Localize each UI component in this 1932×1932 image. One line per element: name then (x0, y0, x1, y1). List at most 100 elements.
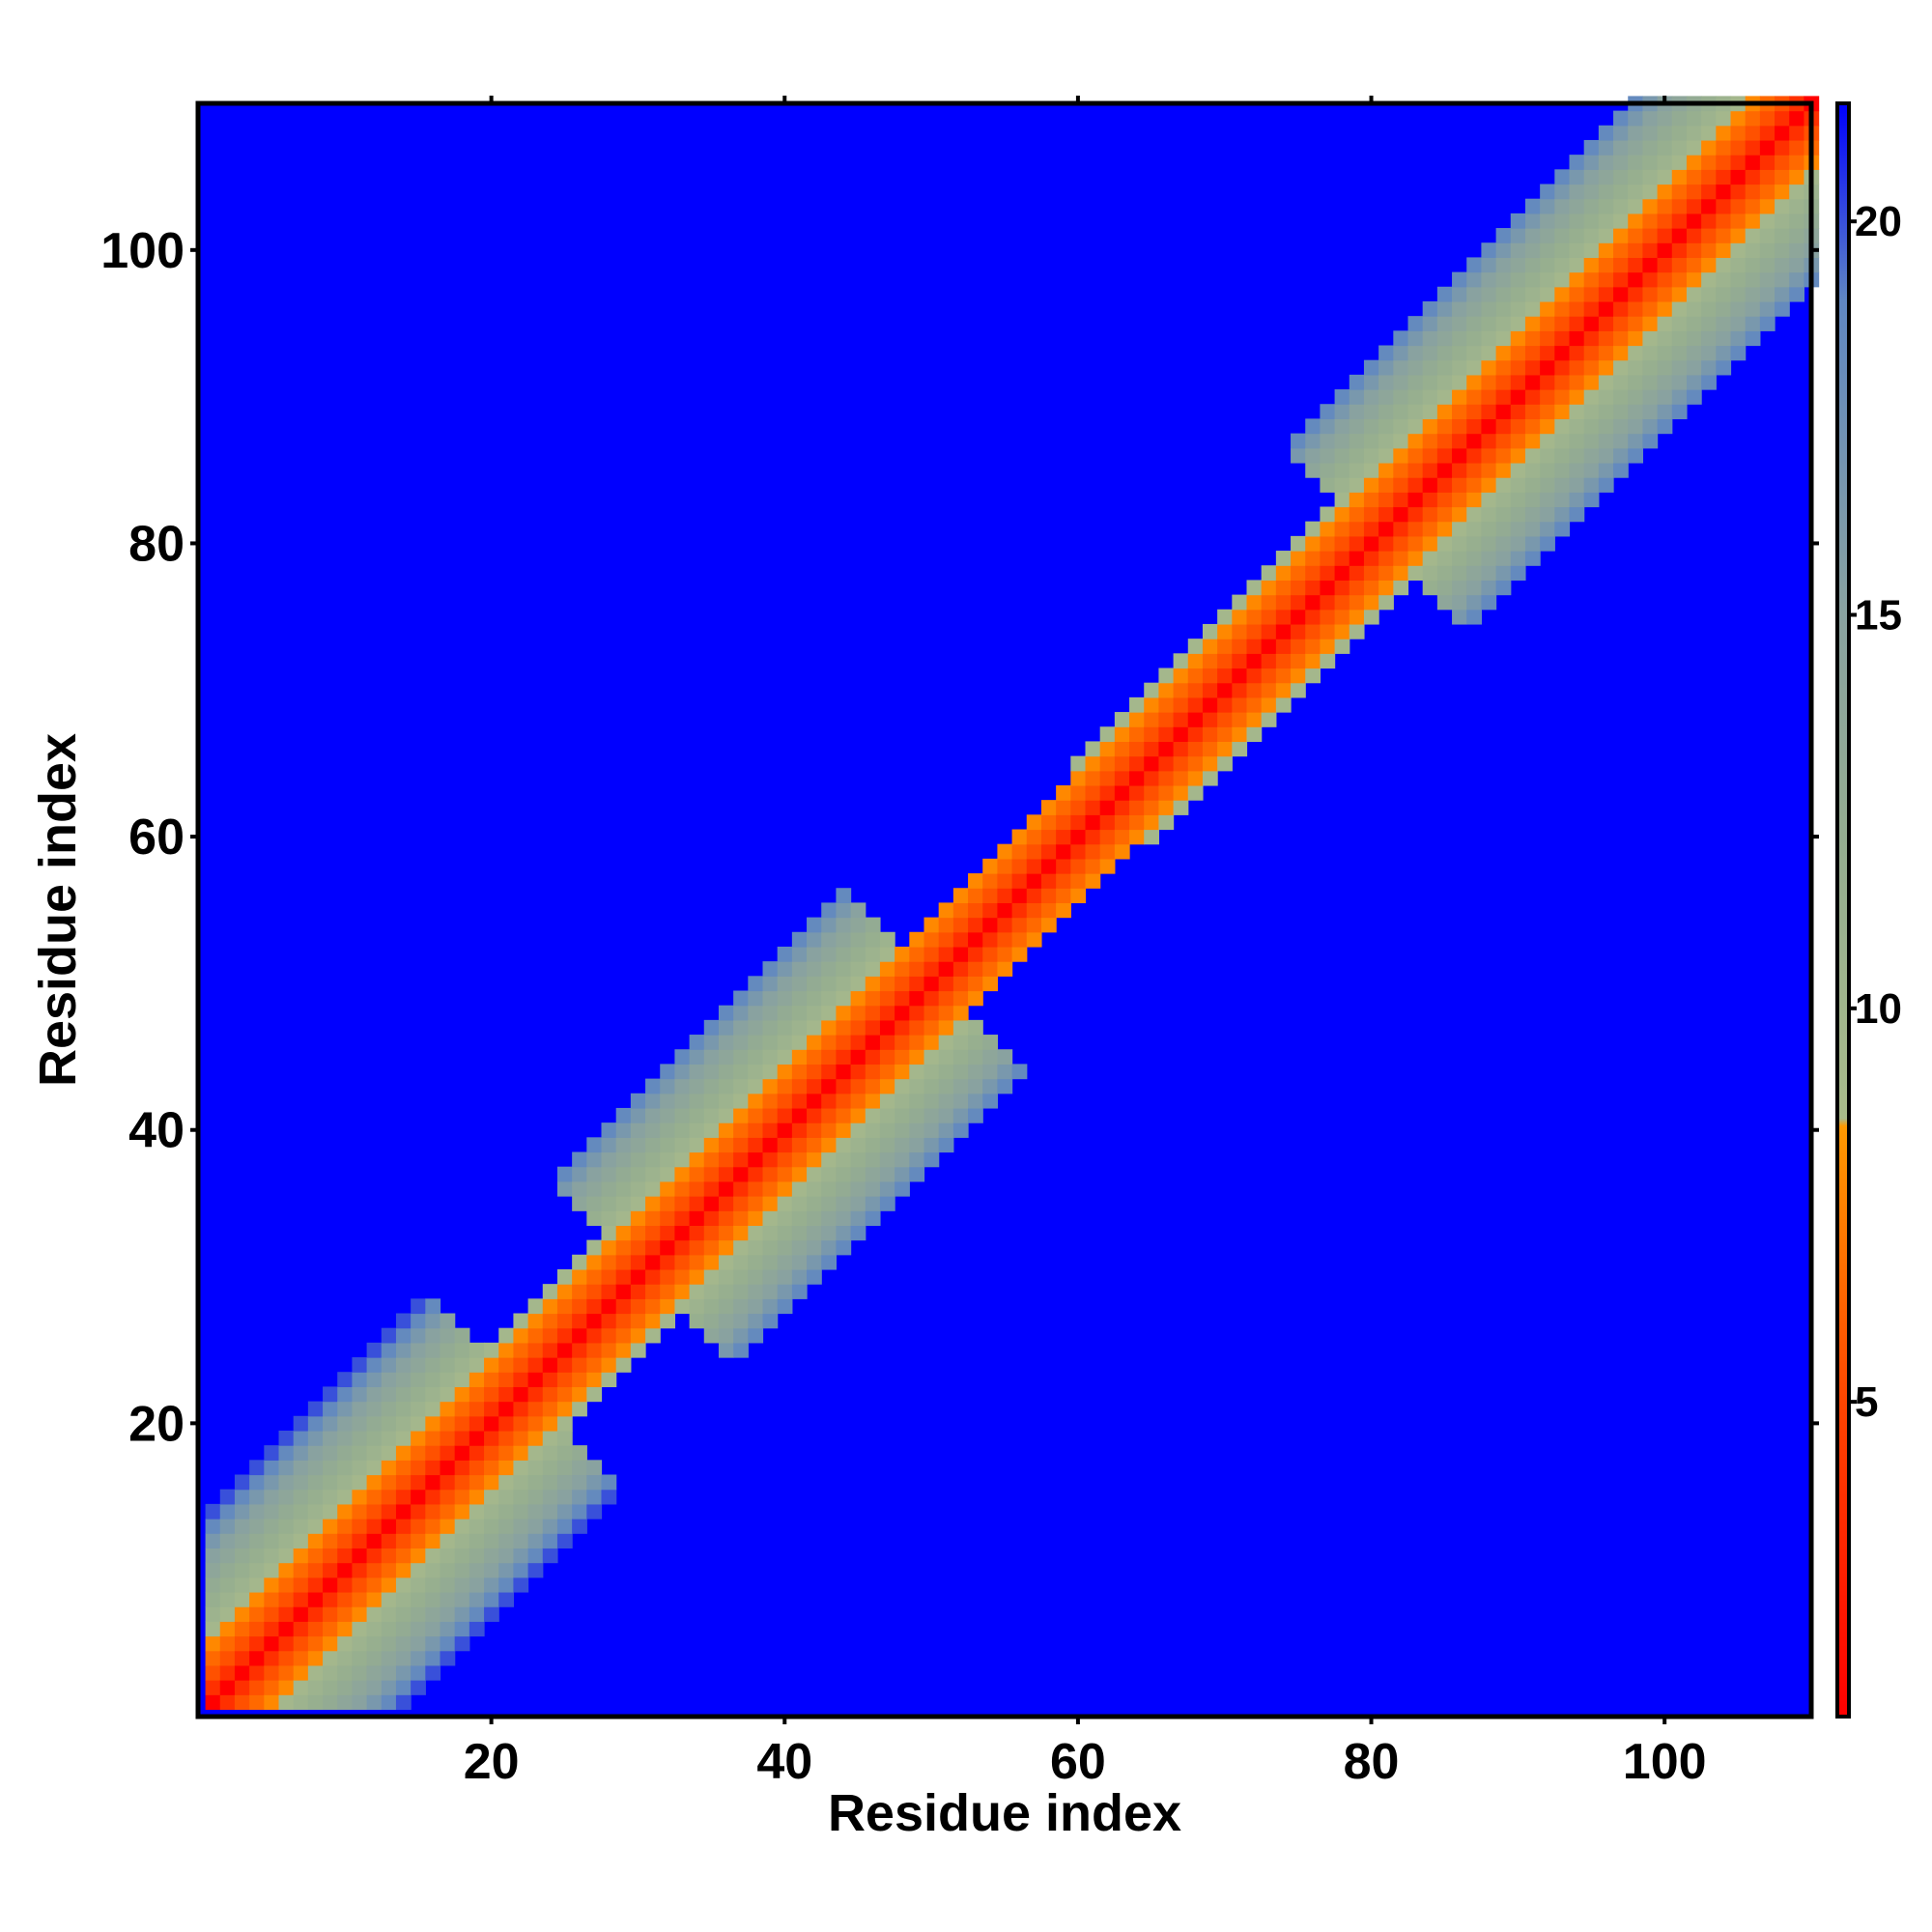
heatmap-cell (527, 1415, 544, 1432)
heatmap-cell (1436, 359, 1453, 376)
heatmap-cell (1569, 418, 1585, 435)
heatmap-cell (968, 1049, 983, 1065)
heatmap-cell (542, 1460, 558, 1476)
heatmap-cell (777, 1298, 793, 1315)
heatmap-cell (1569, 506, 1585, 523)
heatmap-cell (1202, 741, 1218, 757)
heatmap-cell (395, 1680, 412, 1695)
heatmap-cell (205, 1606, 221, 1622)
heatmap-cell (1305, 418, 1321, 435)
heatmap-cell (630, 1196, 646, 1211)
heatmap-cell (381, 1474, 397, 1491)
heatmap-cell (836, 1225, 852, 1241)
heatmap-cell (923, 917, 940, 933)
heatmap-cell (850, 1122, 867, 1138)
heatmap-cell (733, 1239, 749, 1256)
heatmap-cell (850, 1049, 867, 1065)
heatmap-cell (572, 1357, 587, 1373)
heatmap-cell (1378, 462, 1394, 478)
heatmap-cell (366, 1357, 383, 1373)
heatmap-cell (395, 1327, 412, 1344)
heatmap-cell (1349, 506, 1365, 523)
heatmap-cell (733, 1107, 749, 1123)
heatmap-cell (1436, 300, 1453, 317)
heatmap-cell (1554, 521, 1571, 537)
heatmap-cell (718, 1019, 734, 1036)
heatmap-cell (879, 1151, 895, 1168)
heatmap-cell (1642, 169, 1659, 185)
heatmap-cell (938, 902, 954, 919)
heatmap-cell (1583, 213, 1600, 229)
heatmap-cell (1745, 228, 1761, 243)
heatmap-cell (1613, 433, 1629, 449)
heatmap-cell (1481, 594, 1497, 611)
heatmap-cell (1407, 506, 1424, 523)
heatmap-cell (718, 1284, 734, 1299)
heatmap-cell (1232, 623, 1248, 639)
heatmap-cell (1583, 359, 1600, 376)
heatmap-cell (865, 990, 881, 1007)
heatmap-cell (249, 1562, 265, 1578)
heatmap-cell (395, 1372, 412, 1388)
heatmap-cell (1452, 447, 1467, 464)
heatmap-cell (895, 1137, 910, 1153)
heatmap-cell (425, 1401, 441, 1417)
heatmap-cell (1730, 257, 1747, 273)
heatmap-cell (821, 1122, 838, 1138)
heatmap-cell (1495, 580, 1512, 596)
heatmap-cell (1701, 330, 1717, 347)
heatmap-cell (425, 1577, 441, 1593)
heatmap-cell (219, 1519, 236, 1534)
heatmap-cell (1775, 125, 1790, 141)
heatmap-cell (586, 1166, 603, 1182)
heatmap-cell (865, 1093, 881, 1109)
heatmap-cell (1510, 418, 1526, 435)
heatmap-cell (777, 1078, 793, 1094)
heatmap-cell (234, 1635, 250, 1652)
heatmap-cell (1173, 770, 1189, 786)
heatmap-cell (601, 1298, 617, 1315)
heatmap-cell (718, 1196, 734, 1211)
heatmap-cell (718, 1180, 734, 1197)
heatmap-cell (513, 1562, 529, 1578)
heatmap-cell (674, 1093, 691, 1109)
heatmap-cell (1613, 213, 1629, 229)
heatmap-cell (572, 1445, 587, 1461)
heatmap-cell (1642, 139, 1659, 156)
heatmap-cell (411, 1606, 426, 1622)
heatmap-cell (1129, 755, 1145, 772)
heatmap-cell (1466, 316, 1483, 331)
heatmap-cell (1481, 316, 1497, 331)
heatmap-cell (264, 1591, 280, 1607)
heatmap-cell (1510, 535, 1526, 552)
heatmap-cell (1305, 565, 1321, 582)
heatmap-cell (425, 1298, 441, 1315)
heatmap-cell (1422, 374, 1438, 390)
heatmap-cell (968, 917, 983, 933)
heatmap-cell (249, 1548, 265, 1564)
heatmap-cell (1569, 330, 1585, 347)
heatmap-cell (1701, 316, 1717, 331)
heatmap-cell (1305, 668, 1321, 684)
heatmap-cell (1613, 404, 1629, 420)
heatmap-cell (1378, 418, 1394, 435)
heatmap-cell (1363, 418, 1379, 435)
heatmap-cell (337, 1474, 354, 1491)
heatmap-cell (219, 1489, 236, 1505)
heatmap-cell (1363, 521, 1379, 537)
heatmap-cell (1657, 257, 1673, 273)
heatmap-cell (791, 946, 808, 962)
heatmap-cell (952, 1122, 969, 1138)
heatmap-cell (968, 990, 983, 1007)
heatmap-cell (1452, 345, 1467, 361)
heatmap-cell (1671, 359, 1688, 376)
heatmap-cell (1745, 184, 1761, 200)
heatmap-cell (1554, 184, 1571, 200)
heatmap-cell (762, 1196, 779, 1211)
heatmap-cell (1422, 580, 1438, 596)
heatmap-cell (352, 1519, 368, 1534)
heatmap-cell (1569, 169, 1585, 185)
heatmap-cell (1466, 418, 1483, 435)
heatmap-cell (1202, 653, 1218, 669)
heatmap-cell (1452, 535, 1467, 552)
